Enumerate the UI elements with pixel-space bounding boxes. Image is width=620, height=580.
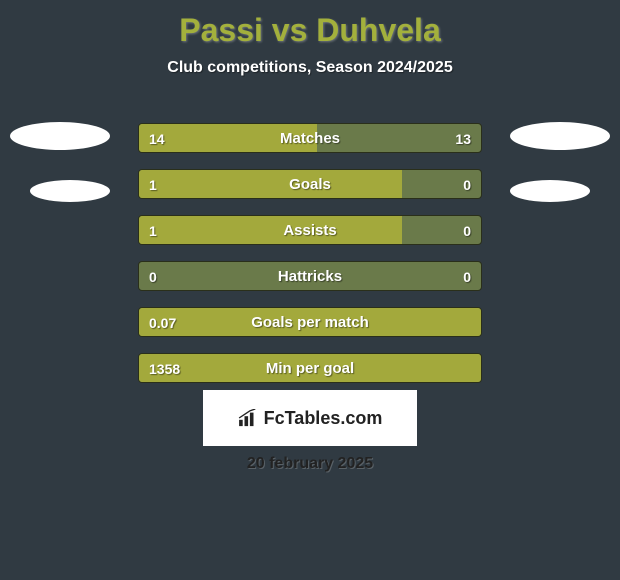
- stat-row: 0Hattricks0: [138, 261, 482, 291]
- stat-label: Matches: [139, 124, 481, 153]
- page-title: Passi vs Duhvela: [0, 0, 620, 49]
- stat-label: Goals per match: [139, 308, 481, 337]
- stat-row: 1Assists0: [138, 215, 482, 245]
- stat-value-right: 0: [463, 216, 471, 245]
- player-left-shape-2: [30, 180, 110, 202]
- stat-value-right: 0: [463, 262, 471, 291]
- subtitle: Club competitions, Season 2024/2025: [0, 59, 620, 77]
- player-left-shape-1: [10, 122, 110, 150]
- logo-box: FcTables.com: [203, 390, 417, 446]
- logo: FcTables.com: [238, 408, 383, 429]
- stat-label: Goals: [139, 170, 481, 199]
- player-right-shape-1: [510, 122, 610, 150]
- logo-text: FcTables.com: [264, 408, 383, 429]
- comparison-widget: Passi vs Duhvela Club competitions, Seas…: [0, 0, 620, 580]
- chart-icon: [238, 409, 260, 427]
- date-text: 20 february 2025: [0, 455, 620, 473]
- stat-value-right: 13: [455, 124, 471, 153]
- stat-row: 1358Min per goal: [138, 353, 482, 383]
- stat-label: Assists: [139, 216, 481, 245]
- stat-label: Hattricks: [139, 262, 481, 291]
- stat-row: 1Goals0: [138, 169, 482, 199]
- player-right-shape-2: [510, 180, 590, 202]
- stat-bars: 14Matches131Goals01Assists00Hattricks00.…: [138, 123, 482, 399]
- stat-label: Min per goal: [139, 354, 481, 383]
- stat-value-right: 0: [463, 170, 471, 199]
- stat-row: 14Matches13: [138, 123, 482, 153]
- stat-row: 0.07Goals per match: [138, 307, 482, 337]
